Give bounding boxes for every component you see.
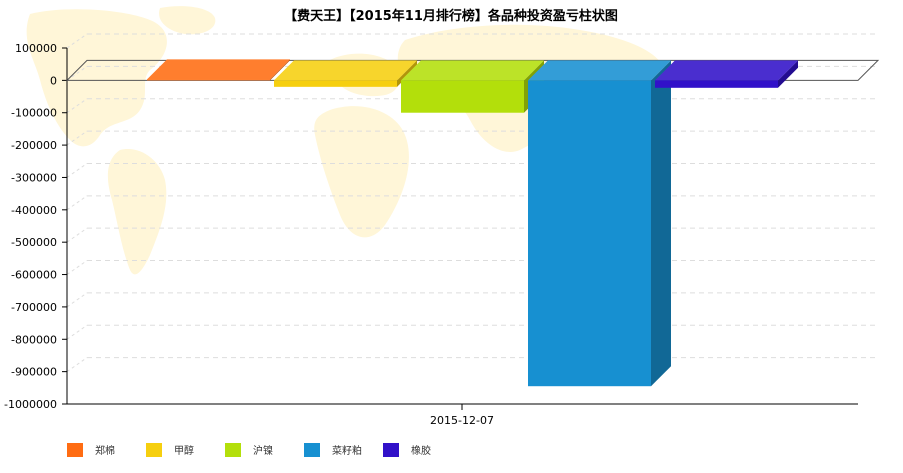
bar-side bbox=[651, 60, 671, 387]
bar-top bbox=[147, 59, 290, 80]
grid-line-depth bbox=[66, 65, 88, 81]
y-tick-label: -100000 bbox=[11, 107, 57, 120]
legend-label: 甲醇 bbox=[174, 444, 194, 457]
legend-label: 郑棉 bbox=[95, 444, 115, 457]
y-tick-label: -600000 bbox=[11, 269, 57, 282]
grid-line-depth bbox=[66, 260, 88, 275]
bar-5 bbox=[655, 60, 798, 88]
grid-line-depth bbox=[66, 227, 88, 243]
bar-side bbox=[270, 59, 290, 81]
legend-item[interactable]: 沪镍 bbox=[225, 443, 273, 457]
bar-front bbox=[528, 80, 651, 387]
legend-label: 沪镍 bbox=[253, 444, 273, 457]
bar-front bbox=[655, 80, 778, 88]
bar-top bbox=[655, 60, 798, 81]
bar-top bbox=[274, 60, 417, 81]
y-tick-label: -500000 bbox=[11, 236, 57, 249]
bars bbox=[147, 59, 798, 387]
legend-item[interactable]: 橡胶 bbox=[383, 443, 431, 457]
y-tick-label: -400000 bbox=[11, 204, 57, 217]
bar-1 bbox=[147, 59, 290, 81]
bar-top bbox=[528, 60, 671, 81]
legend-swatch bbox=[304, 443, 320, 457]
legend-item[interactable]: 甲醇 bbox=[146, 443, 194, 457]
y-tick-label: 100000 bbox=[15, 42, 57, 55]
legend: 郑棉 甲醇 沪镍 菜籽粕 橡胶 bbox=[67, 443, 431, 457]
legend-item[interactable]: 郑棉 bbox=[67, 443, 115, 457]
y-tick-label: -200000 bbox=[11, 139, 57, 152]
bar-front bbox=[274, 80, 397, 87]
bar-front bbox=[147, 79, 270, 81]
y-tick-label: 0 bbox=[50, 74, 57, 87]
y-tick-label: -300000 bbox=[11, 171, 57, 184]
grid-line-depth bbox=[66, 33, 88, 49]
grid-line-depth bbox=[66, 357, 88, 373]
y-tick-labels: 100000 0 -100000 -200000 -300000 -400000 -5000… bbox=[4, 42, 57, 411]
legend-swatch bbox=[383, 443, 399, 457]
bar-3 bbox=[401, 60, 544, 113]
y-tick-label: -700000 bbox=[11, 301, 57, 314]
bar-side bbox=[778, 60, 798, 88]
grid-line-depth bbox=[66, 292, 88, 308]
legend-label: 橡胶 bbox=[411, 444, 431, 457]
bar-2 bbox=[274, 60, 417, 87]
legend-swatch bbox=[225, 443, 241, 457]
legend-swatch bbox=[146, 443, 162, 457]
y-tick-label: -1000000 bbox=[4, 398, 57, 411]
legend-swatch bbox=[67, 443, 83, 457]
bar-front bbox=[401, 80, 524, 113]
grid-line-depth bbox=[66, 324, 88, 340]
grid-line-depth bbox=[66, 98, 88, 114]
grid-line-depth bbox=[66, 130, 88, 146]
x-tick-label: 2015-12-07 bbox=[430, 414, 494, 427]
grid-line-depth bbox=[66, 163, 88, 178]
bar-4 bbox=[528, 60, 671, 387]
legend-label: 菜籽粕 bbox=[332, 444, 362, 457]
grid-line-depth bbox=[66, 195, 88, 211]
y-tick-label: -900000 bbox=[11, 366, 57, 379]
legend-item[interactable]: 菜籽粕 bbox=[304, 443, 362, 457]
y-tick-label: -800000 bbox=[11, 333, 57, 346]
chart-title: 【费天王】【2015年11月排行榜】各品种投资盈亏柱状图 bbox=[284, 8, 618, 24]
bar-top bbox=[401, 60, 544, 81]
